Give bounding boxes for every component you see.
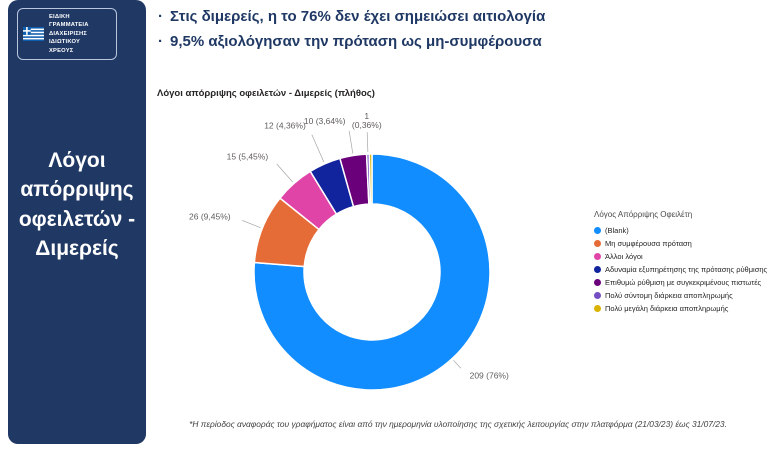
slice-label-line	[453, 359, 462, 369]
slice-label: 1 (0,36%)	[352, 111, 382, 130]
legend-label: Αδυναμία εξυπηρέτησης της πρότασης ρύθμι…	[605, 265, 768, 274]
legend-item[interactable]: (Blank)	[594, 224, 768, 237]
slice-label: 15 (5,45%)	[227, 152, 269, 162]
legend-swatch	[594, 253, 601, 260]
legend-label: Επιθυμώ ρύθμιση με συγκεκριμένους πιστωτ…	[605, 278, 762, 287]
logo-text: ΕΙΔΙΚΗ ΓΡΑΜΜΑΤΕΙΑ ΔΙΑΧΕΙΡΙΣΗΣ ΙΔΙΩΤΙΚΟΥ …	[49, 13, 111, 55]
sidebar: ΕΙΔΙΚΗ ΓΡΑΜΜΑΤΕΙΑ ΔΙΑΧΕΙΡΙΣΗΣ ΙΔΙΩΤΙΚΟΥ …	[8, 0, 146, 444]
slice-label: 26 (9,45%)	[189, 212, 231, 222]
legend-swatch	[594, 227, 601, 234]
slice-label: 12 (4,36%)	[264, 120, 306, 130]
logo-text-line: ΔΙΑΧΕΙΡΙΣΗΣ ΙΔΙΩΤΙΚΟΥ	[48, 30, 88, 46]
slice-label: 10 (3,64%)	[304, 116, 346, 126]
logo-text-line: ΧΡΕΟΥΣ	[48, 47, 74, 54]
bullet-text: Στις διμερείς, η το 76% δεν έχει σημειώσ…	[170, 8, 546, 25]
legend-swatch	[594, 266, 601, 273]
key-findings: Στις διμερείς, η το 76% δεν έχει σημειώσ…	[158, 5, 545, 55]
slice-label-line	[311, 134, 325, 163]
greek-flag-icon	[23, 26, 44, 41]
legend-item[interactable]: Μη συμφέρουσα πρόταση	[594, 237, 768, 250]
legend-label: Πολύ σύντομη διάρκεια αποπληρωμής	[605, 291, 733, 300]
legend-swatch	[594, 240, 601, 247]
legend-swatch	[594, 292, 601, 299]
legend-item[interactable]: Άλλοι λόγοι	[594, 250, 768, 263]
bullet-item: 9,5% αξιολόγησαν την πρόταση ως μη-συμφέ…	[158, 30, 545, 55]
slide-title: Λόγοι απόρριψης οφειλετών - Διμερείς	[18, 149, 136, 261]
bullet-item: Στις διμερείς, η το 76% δεν έχει σημειώσ…	[158, 5, 545, 30]
legend-item[interactable]: Πολύ σύντομη διάρκεια αποπληρωμής	[594, 289, 768, 302]
legend-item[interactable]: Επιθυμώ ρύθμιση με συγκεκριμένους πιστωτ…	[594, 276, 768, 289]
legend-label: Άλλοι λόγοι	[605, 252, 643, 261]
legend-swatch	[594, 279, 601, 286]
footnote: *Η περίοδος αναφοράς του γραφήματος είνα…	[189, 419, 727, 429]
slice-label-line	[348, 130, 354, 154]
slice-label: 209 (76%)	[470, 371, 509, 381]
logo-text-line: ΕΙΔΙΚΗ ΓΡΑΜΜΑΤΕΙΑ	[48, 14, 89, 29]
legend-swatch	[594, 305, 601, 312]
slice-label-line	[276, 163, 293, 183]
legend-items: (Blank) Μη συμφέρουσα πρόταση Άλλοι λόγοι Α…	[594, 224, 768, 315]
legend-title: Λόγος Απόρριψης Οφειλέτη	[594, 210, 693, 219]
org-logo: ΕΙΔΙΚΗ ΓΡΑΜΜΑΤΕΙΑ ΔΙΑΧΕΙΡΙΣΗΣ ΙΔΙΩΤΙΚΟΥ …	[17, 8, 117, 60]
donut-slice[interactable]	[368, 153, 373, 205]
slice-label-line	[366, 132, 369, 153]
legend-item[interactable]: Πολύ μεγάλη διάρκεια αποπληρωμής	[594, 302, 768, 315]
legend: Λόγος Απόρριψης Οφειλέτη (Blank) Μη συμφέ…	[594, 210, 768, 315]
legend-label: (Blank)	[605, 226, 629, 235]
chart-title: Λόγοι απόρριψης οφειλετών - Διμερείς (πλ…	[157, 88, 375, 99]
slice-label-line	[241, 219, 261, 228]
legend-label: Πολύ μεγάλη διάρκεια αποπληρωμής	[605, 304, 729, 313]
legend-label: Μη συμφέρουσα πρόταση	[605, 239, 692, 248]
donut-slice[interactable]	[253, 153, 491, 391]
legend-item[interactable]: Αδυναμία εξυπηρέτησης της πρότασης ρύθμι…	[594, 263, 768, 276]
bullet-text: 9,5% αξιολόγησαν την πρόταση ως μη-συμφέ…	[170, 32, 542, 50]
